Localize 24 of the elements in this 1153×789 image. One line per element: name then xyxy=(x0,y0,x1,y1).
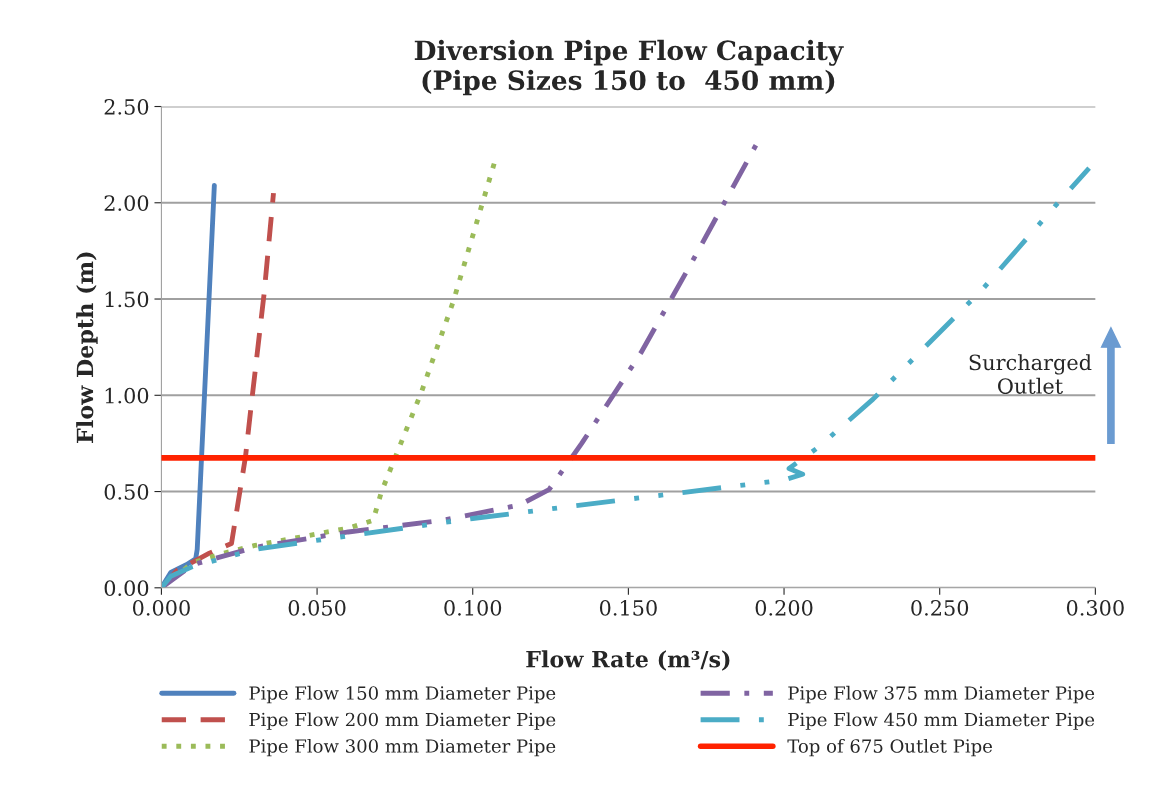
x-axis-title: Flow Rate (m³/s) xyxy=(526,650,730,671)
x-tick-label: 0.150 xyxy=(599,599,657,616)
y-tick-label: 1.50 xyxy=(105,291,149,308)
legend-label: Pipe Flow 200 mm Diameter Pipe xyxy=(249,712,556,730)
legend-label: Pipe Flow 375 mm Diameter Pipe xyxy=(788,685,1095,704)
legend-label: Pipe Flow 150 mm Diameter Pipe xyxy=(249,685,556,704)
y-tick-label: 2.50 xyxy=(104,98,149,115)
x-tick-label: 0.200 xyxy=(755,599,813,616)
x-tick-label: 0.100 xyxy=(444,599,502,616)
y-tick-label: 0.00 xyxy=(104,580,149,597)
x-tick-label: 0.000 xyxy=(132,599,190,616)
x-tick-label: 0.250 xyxy=(911,599,969,616)
legend-label: Top of 675 Outlet Pipe xyxy=(787,738,992,757)
y-tick-label: 1.00 xyxy=(105,387,149,404)
chart-title: Diversion Pipe Flow Capacity (Pipe Sizes 150 to 450 mm) xyxy=(414,39,844,96)
y-tick-label: 2.00 xyxy=(104,195,149,211)
line-series xyxy=(161,165,1092,588)
annotation: Surcharged Outlet xyxy=(969,354,1092,394)
y-tick-label: 0.50 xyxy=(104,484,149,500)
legend-label: Pipe Flow 300 mm Diameter Pipe xyxy=(249,738,556,757)
x-tick-label: 0.050 xyxy=(288,599,346,616)
x-tick-label: 0.300 xyxy=(1066,599,1124,616)
legend-label: Pipe Flow 450 mm Diameter Pipe xyxy=(788,712,1095,730)
y-axis-title: Flow Depth (m) xyxy=(76,252,98,443)
